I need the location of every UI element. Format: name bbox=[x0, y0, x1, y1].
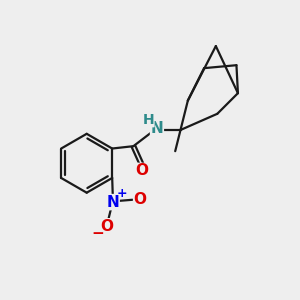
Text: +: + bbox=[116, 188, 127, 200]
Text: N: N bbox=[151, 121, 163, 136]
Text: O: O bbox=[100, 219, 113, 234]
Text: N: N bbox=[106, 195, 119, 210]
Text: H: H bbox=[142, 113, 154, 127]
Text: −: − bbox=[91, 226, 104, 242]
Text: O: O bbox=[134, 192, 147, 207]
Text: O: O bbox=[136, 164, 149, 178]
